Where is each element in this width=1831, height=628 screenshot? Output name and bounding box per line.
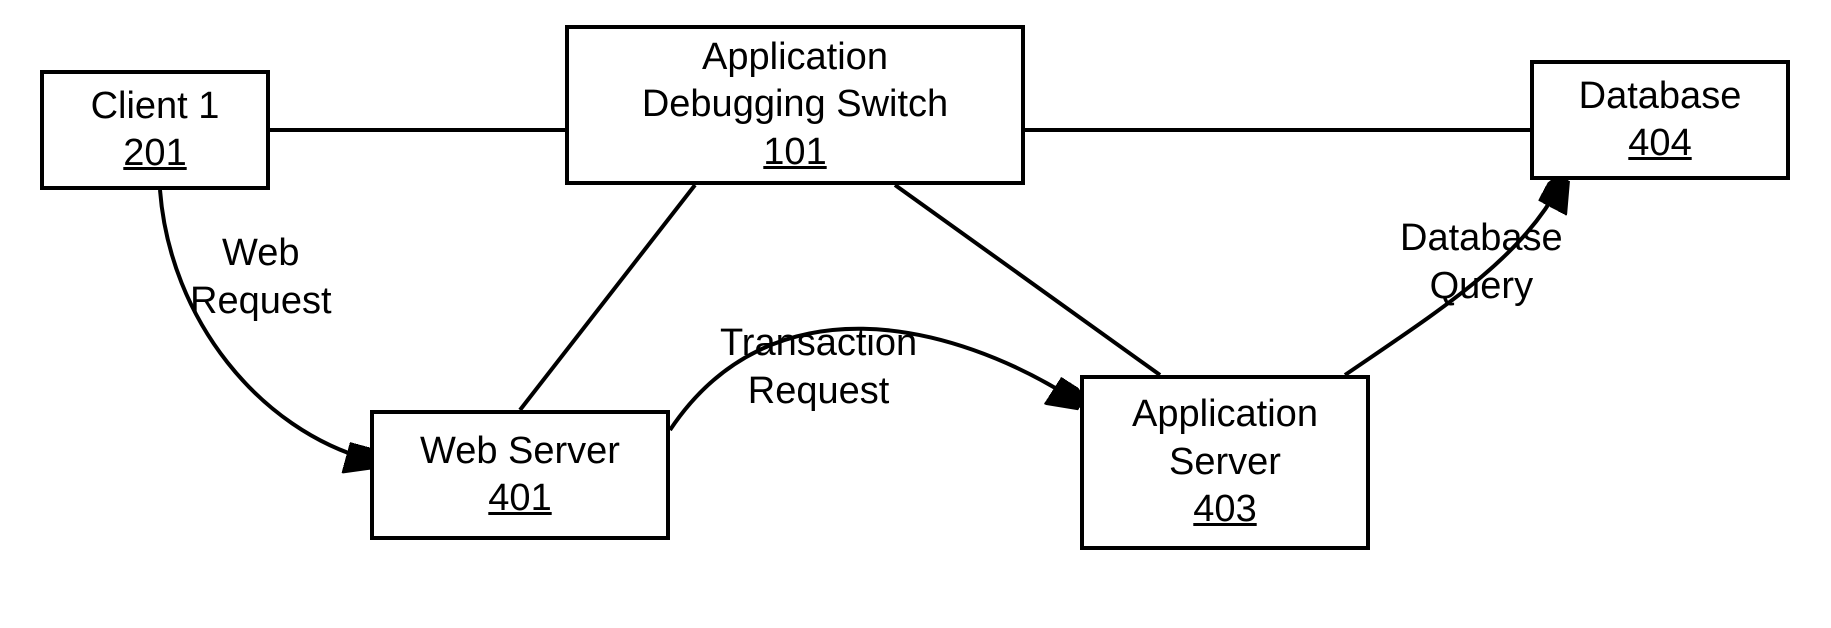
node-database-label: Database [1579,73,1742,121]
node-database: Database 404 [1530,60,1790,180]
node-database-num: 404 [1628,120,1691,168]
spoke-line [895,185,1160,375]
node-switch-label: ApplicationDebugging Switch [642,34,948,129]
node-appserver-num: 403 [1193,486,1256,534]
node-webserver: Web Server 401 [370,410,670,540]
node-switch-num: 101 [763,129,826,177]
node-webserver-label: Web Server [420,428,620,476]
node-switch: ApplicationDebugging Switch 101 [565,25,1025,185]
node-client-num: 201 [123,130,186,178]
node-appserver: ApplicationServer 403 [1080,375,1370,550]
node-client: Client 1 201 [40,70,270,190]
node-webserver-num: 401 [488,475,551,523]
label-web-request: WebRequest [190,230,332,325]
node-client-label: Client 1 [91,83,220,131]
label-transaction-request: TransactionRequest [720,320,917,415]
spoke-line [520,185,695,410]
node-appserver-label: ApplicationServer [1132,391,1318,486]
label-database-query: DatabaseQuery [1400,215,1563,310]
